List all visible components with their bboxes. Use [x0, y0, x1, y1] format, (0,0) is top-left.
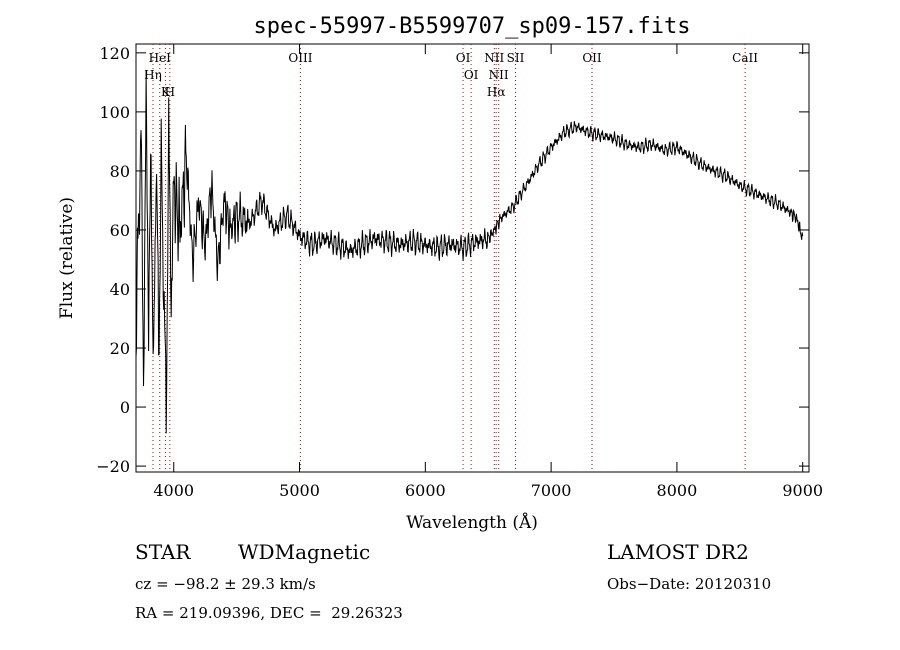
- y-tick-label: 120: [99, 44, 130, 63]
- line-marker-label: OII: [582, 51, 602, 65]
- line-marker-label: Hα: [487, 85, 506, 99]
- x-tick-label: 9000: [782, 481, 823, 500]
- object-class: STAR: [135, 540, 191, 564]
- x-tick-label: 4000: [153, 481, 194, 500]
- line-marker-label: HeI: [149, 51, 172, 65]
- line-marker-label: NII: [484, 51, 504, 65]
- line-marker-label: Hη: [144, 68, 162, 82]
- y-tick-label: 0: [120, 398, 130, 417]
- redshift-cz: cz = −98.2 ± 29.3 km/s: [135, 575, 316, 593]
- y-tick-label: −20: [96, 457, 130, 476]
- line-marker-label: OIII: [288, 51, 312, 65]
- line-marker-label: SII: [507, 51, 525, 65]
- y-tick-label: 100: [99, 103, 130, 122]
- object-subclass: WDMagnetic: [238, 540, 371, 564]
- y-tick-label: 60: [110, 221, 130, 240]
- line-marker-label: OI: [456, 51, 471, 65]
- x-tick-label: 5000: [279, 481, 320, 500]
- line-marker-label: CaII: [732, 51, 758, 65]
- line-marker-label: K: [161, 85, 171, 99]
- y-tick-label: 20: [110, 339, 130, 358]
- observation-date: Obs−Date: 20120310: [607, 575, 772, 593]
- spectrum-line: [135, 70, 804, 434]
- plot-frame: [135, 43, 810, 473]
- line-marker-label: H: [165, 85, 175, 99]
- axis-ticks: 4000 5000 6000 7000 8000 9000 −20 0 20 40 60 80 100 1…: [96, 44, 823, 500]
- y-tick-label: 80: [110, 162, 130, 181]
- survey-name: LAMOST DR2: [607, 540, 749, 564]
- x-tick-label: 8000: [657, 481, 698, 500]
- y-tick-label: 40: [110, 280, 130, 299]
- line-marker-label: OI: [464, 68, 479, 82]
- y-axis-label: Flux (relative): [57, 197, 77, 319]
- x-tick-label: 7000: [531, 481, 572, 500]
- x-tick-label: 6000: [405, 481, 446, 500]
- coordinates: RA = 219.09396, DEC = 29.26323: [135, 604, 403, 622]
- chart-title: spec-55997-B5599707_sp09-157.fits: [253, 14, 690, 39]
- x-axis-label: Wavelength (Å): [406, 512, 538, 533]
- line-marker-label: NII: [489, 68, 509, 82]
